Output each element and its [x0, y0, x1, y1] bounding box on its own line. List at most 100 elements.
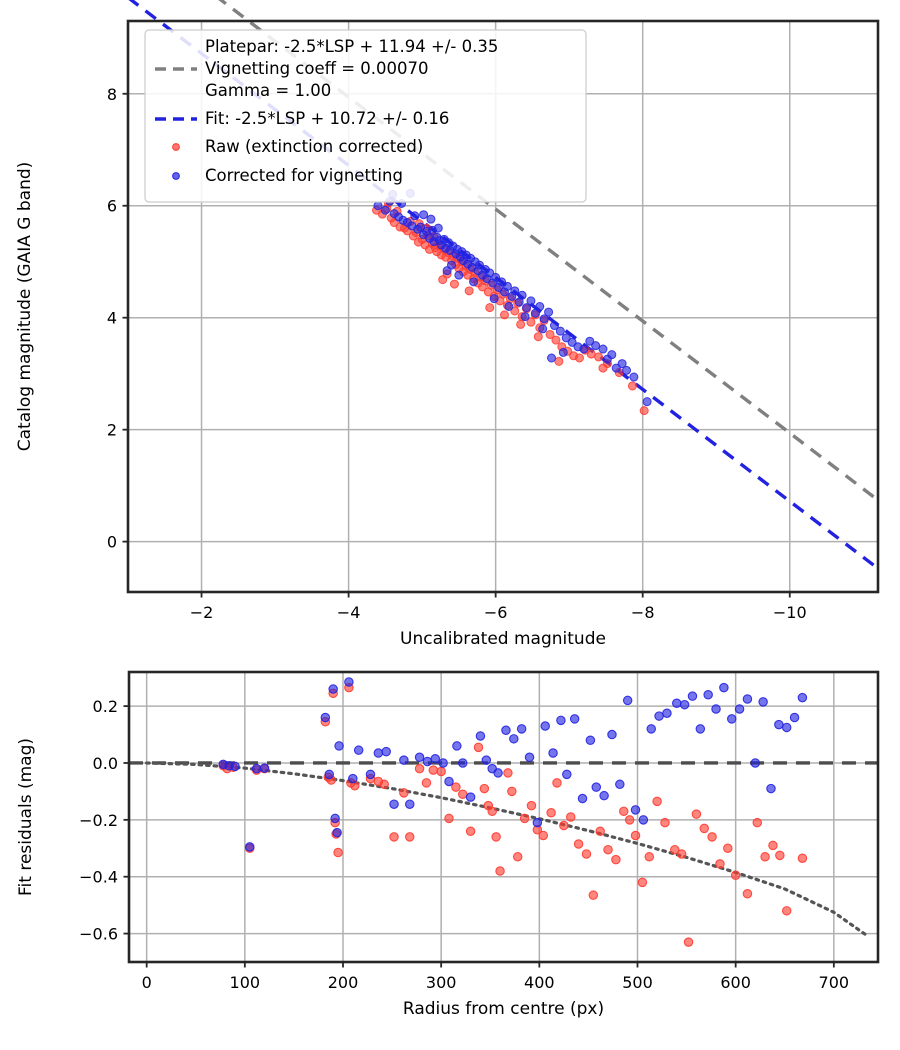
legend-item-label: Corrected for vignetting	[205, 166, 403, 185]
legend-item-label: Gamma = 1.00	[205, 81, 331, 100]
data-point	[328, 684, 338, 694]
y-tick-label: 0	[107, 533, 117, 552]
data-point	[373, 748, 384, 758]
data-point	[507, 786, 517, 797]
data-point	[444, 813, 454, 824]
data-point	[624, 815, 635, 825]
legend-item[interactable]: Platepar: -2.5*LSP + 11.94 +/- 0.35	[205, 37, 498, 56]
data-point	[622, 365, 632, 375]
x-axis-label: Radius from centre (px)	[403, 999, 604, 1019]
legend-item-label: Vignetting coeff = 0.00070	[205, 59, 429, 78]
data-point	[416, 222, 426, 232]
data-point	[433, 223, 443, 233]
data-point	[630, 805, 641, 815]
data-point	[535, 302, 545, 311]
data-point	[517, 290, 527, 300]
y-tick-label: 2	[107, 421, 117, 440]
data-point	[558, 347, 568, 357]
data-point	[629, 372, 639, 382]
axis-spines	[127, 670, 880, 964]
data-point	[380, 205, 390, 215]
legend-dot-blue-icon	[172, 172, 180, 180]
data-point	[726, 714, 737, 724]
data-point	[499, 310, 509, 320]
legend-item[interactable]: Corrected for vignetting	[172, 166, 403, 185]
data-point	[348, 773, 358, 784]
y-tick-label: 4	[107, 309, 117, 328]
data-point	[638, 815, 649, 825]
data-point	[547, 353, 557, 363]
legend-item[interactable]: Raw (extinction corrected)	[172, 137, 424, 156]
data-point	[526, 800, 537, 811]
axis-spines	[126, 19, 880, 594]
data-point	[687, 691, 698, 701]
data-point	[465, 792, 476, 802]
data-point	[447, 260, 457, 270]
data-point	[730, 870, 741, 881]
x-tick-label: 200	[328, 973, 359, 992]
data-point	[538, 830, 549, 841]
series-corrected-points	[218, 677, 808, 852]
data-point	[473, 742, 484, 753]
fit-residuals-panel: 0 100 200 300 400 500 600 700 0.2 0.0 −0.2 −0.4 −0.6…	[0, 655, 900, 1050]
data-point	[742, 694, 753, 704]
data-point	[758, 697, 768, 707]
data-point	[598, 363, 608, 373]
data-point	[405, 799, 415, 809]
data-point	[430, 753, 441, 764]
data-point	[353, 745, 364, 755]
data-point	[485, 303, 495, 313]
data-point	[598, 344, 608, 354]
data-point	[421, 778, 432, 788]
data-point	[365, 769, 376, 780]
data-point	[373, 201, 383, 211]
data-point	[603, 844, 613, 855]
data-point	[611, 854, 621, 865]
data-point	[330, 813, 340, 824]
data-point	[444, 776, 454, 787]
data-point	[734, 704, 745, 714]
data-point	[555, 326, 565, 336]
data-point	[510, 286, 520, 296]
data-point	[436, 766, 446, 777]
data-point	[789, 712, 800, 723]
data-point	[230, 761, 240, 772]
x-tick-label: 0	[142, 973, 152, 992]
data-point	[502, 281, 512, 291]
data-point	[333, 847, 343, 858]
data-point	[526, 317, 536, 327]
y-tick-label: 0.2	[93, 697, 118, 716]
data-point	[660, 817, 670, 828]
data-point	[559, 820, 569, 831]
data-point	[509, 734, 519, 744]
data-point	[699, 823, 709, 834]
data-point	[683, 937, 694, 947]
data-point	[469, 277, 479, 287]
data-point	[520, 312, 530, 322]
data-point	[503, 768, 513, 778]
y-axis-label: Fit residuals (mag)	[16, 738, 36, 896]
data-point	[556, 715, 566, 726]
data-point	[781, 906, 792, 916]
data-point	[723, 843, 733, 854]
x-tick-label: −4	[337, 603, 361, 622]
data-point	[595, 826, 605, 836]
plot-area-background	[129, 672, 878, 962]
data-point	[504, 302, 514, 311]
x-axis-label: Uncalibrated magnitude	[400, 629, 606, 649]
x-tick-label: 400	[524, 973, 555, 992]
legend-item[interactable]: Fit: -2.5*LSP + 10.72 +/- 0.16	[155, 109, 449, 128]
data-point	[615, 779, 625, 790]
y-tick-label: 0.0	[93, 754, 118, 773]
data-point	[451, 782, 461, 792]
legend-item[interactable]: Gamma = 1.00	[205, 81, 331, 100]
data-point	[591, 782, 602, 792]
data-point	[561, 333, 571, 343]
data-point	[703, 689, 713, 700]
legend-item[interactable]: Vignetting coeff = 0.00070	[155, 59, 429, 78]
data-point	[344, 677, 354, 687]
data-point	[379, 779, 389, 790]
data-point	[707, 832, 717, 842]
data-point	[510, 306, 520, 316]
series-corrected-points	[373, 188, 652, 407]
